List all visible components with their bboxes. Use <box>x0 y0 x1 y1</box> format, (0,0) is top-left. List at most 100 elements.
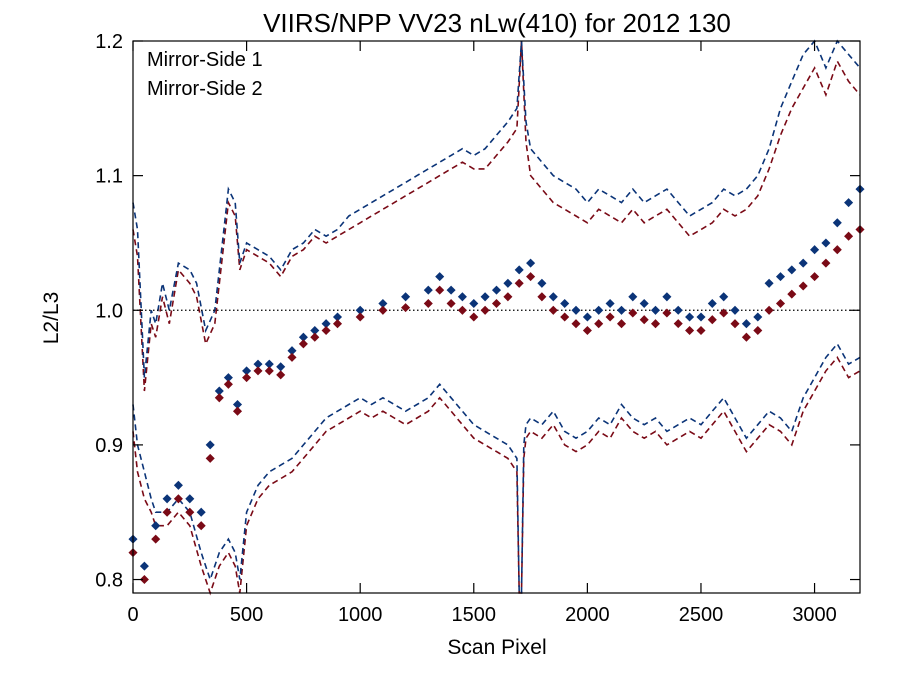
data-point <box>741 319 751 329</box>
data-point <box>526 258 536 268</box>
data-point <box>310 332 320 342</box>
data-point <box>787 265 797 275</box>
data-point <box>730 319 740 329</box>
data-point <box>798 281 808 291</box>
data-point <box>571 305 581 315</box>
data-point <box>548 292 558 302</box>
data-point <box>214 386 224 396</box>
data-point <box>798 258 808 268</box>
data-point <box>707 298 717 309</box>
data-point <box>205 440 215 450</box>
data-point <box>616 319 627 329</box>
y-tick-label: 0.8 <box>95 570 123 592</box>
data-point <box>526 272 536 282</box>
data-point <box>764 305 774 315</box>
x-tick-label: 1500 <box>452 604 497 626</box>
lower-bound-ms1-line <box>132 342 861 594</box>
data-point <box>650 305 661 315</box>
data-point <box>560 312 570 322</box>
data-point <box>764 278 774 288</box>
y-tick-label: 0.9 <box>95 435 123 457</box>
legend-item-mirror-side-2: Mirror-Side 2 <box>147 78 263 100</box>
data-point <box>628 292 638 302</box>
data-point <box>205 453 215 463</box>
legend: Mirror-Side 1 Mirror-Side 2 <box>147 49 263 100</box>
data-point <box>650 319 661 329</box>
data-point <box>605 298 615 309</box>
data-point <box>151 521 161 531</box>
data-point <box>491 285 502 295</box>
y-axis-label: L2/L3 <box>40 292 63 345</box>
data-point <box>196 521 206 531</box>
data-point <box>730 305 740 315</box>
data-point <box>685 312 695 322</box>
data-point <box>185 494 195 504</box>
data-point <box>696 325 706 336</box>
data-point <box>673 305 683 315</box>
data-point <box>503 278 513 288</box>
data-point <box>457 305 467 315</box>
data-point <box>232 406 243 416</box>
data-point <box>469 298 479 309</box>
x-axis-label: Scan Pixel <box>447 636 546 659</box>
data-point <box>832 245 842 255</box>
data-point <box>548 305 558 315</box>
data-point <box>775 298 786 309</box>
data-point <box>446 285 456 295</box>
data-point <box>560 298 570 309</box>
data-point <box>594 319 604 329</box>
data-point <box>832 218 842 228</box>
data-point <box>582 325 592 336</box>
data-point <box>707 315 717 325</box>
x-tick-label: 2500 <box>679 604 724 626</box>
data-point <box>214 393 224 403</box>
data-point <box>298 339 308 349</box>
data-point <box>844 198 854 208</box>
data-point <box>469 312 479 322</box>
data-point <box>582 312 592 322</box>
series-1-points <box>128 184 865 571</box>
data-point <box>151 534 161 544</box>
x-tick-label: 3000 <box>792 604 837 626</box>
data-point <box>446 298 456 309</box>
data-point <box>276 362 286 372</box>
data-point <box>594 305 604 315</box>
upper-bound-ms1-line <box>132 39 861 378</box>
x-tick-label: 500 <box>230 604 263 626</box>
marks-layer <box>128 39 865 596</box>
data-point <box>639 315 649 325</box>
data-point <box>810 245 820 255</box>
data-point <box>514 278 524 288</box>
data-point <box>741 332 751 342</box>
data-point <box>355 312 365 322</box>
data-point <box>662 292 672 302</box>
data-point <box>639 298 649 309</box>
y-tick-label: 1.1 <box>95 166 123 188</box>
chart-title: VIIRS/NPP VV23 nLw(410) for 2012 130 <box>263 8 731 38</box>
data-point <box>276 370 286 380</box>
data-point <box>378 305 388 315</box>
data-point <box>537 292 547 302</box>
data-point <box>821 238 831 248</box>
data-point <box>321 325 331 336</box>
data-point <box>253 359 263 369</box>
data-point <box>753 325 763 336</box>
data-point <box>719 292 729 302</box>
data-point <box>223 379 233 389</box>
data-point <box>605 312 615 322</box>
data-point <box>287 352 297 362</box>
data-point <box>480 292 490 302</box>
data-point <box>173 480 183 490</box>
x-tick-label: 0 <box>127 604 138 626</box>
lower-bound-ms2-line <box>132 356 861 596</box>
plot-frame <box>132 40 861 594</box>
data-point <box>685 325 695 336</box>
data-point <box>844 231 854 241</box>
data-point <box>537 278 547 288</box>
data-point <box>787 289 797 299</box>
x-tick-label: 2000 <box>565 604 610 626</box>
data-point <box>616 305 627 315</box>
data-point <box>401 292 411 302</box>
data-point <box>435 272 445 282</box>
data-point <box>753 312 763 322</box>
